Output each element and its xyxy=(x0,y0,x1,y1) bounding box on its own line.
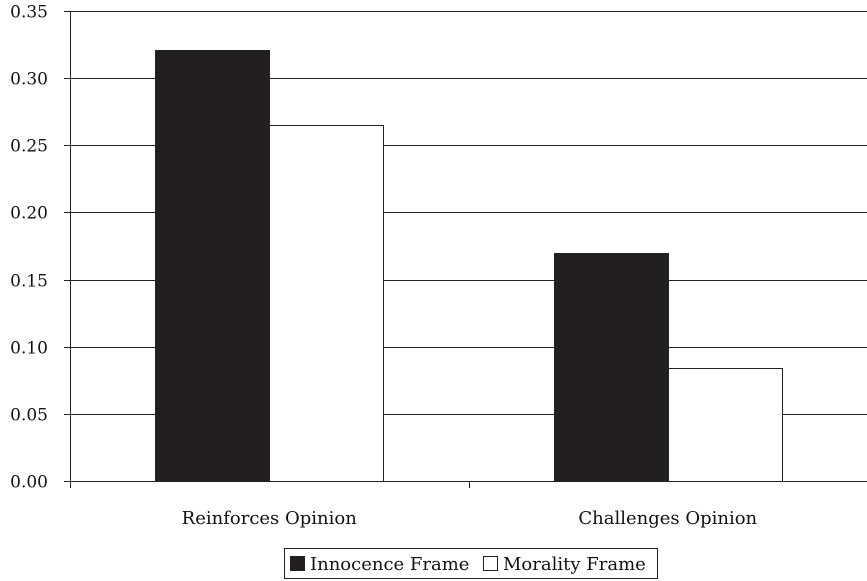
legend-swatch-morality-frame xyxy=(483,556,498,571)
y-tick-label: 0.05 xyxy=(10,406,48,426)
y-tick-label: 0.30 xyxy=(10,70,48,90)
legend-label: Morality Frame xyxy=(503,554,646,575)
x-category-label: Challenges Opinion xyxy=(578,508,757,529)
bars xyxy=(155,50,783,482)
y-tick-labels: 0.00 0.05 0.10 0.15 0.20 0.25 0.30 0.35 xyxy=(10,3,48,493)
y-tick-label: 0.25 xyxy=(10,137,48,157)
y-tick-label: 0.15 xyxy=(10,272,48,292)
bar-innocence-frame-reinforces-opinion xyxy=(155,50,270,482)
axes xyxy=(64,11,867,488)
legend-label: Innocence Frame xyxy=(310,554,469,575)
y-tick-label: 0.00 xyxy=(10,473,48,493)
legend-box xyxy=(284,548,658,579)
bar-innocence-frame-challenges-opinion xyxy=(554,253,669,482)
x-category-label: Reinforces Opinion xyxy=(182,508,358,529)
x-category-labels: Reinforces Opinion Challenges Opinion xyxy=(182,508,758,529)
y-tick-label: 0.20 xyxy=(10,204,48,224)
bar-morality-frame-challenges-opinion xyxy=(668,368,783,482)
y-tick-label: 0.35 xyxy=(10,3,48,23)
y-tick-label: 0.10 xyxy=(10,339,48,359)
legend-swatch-innocence-frame xyxy=(290,556,305,571)
legend: Innocence Frame Morality Frame xyxy=(284,548,658,579)
bar-morality-frame-reinforces-opinion xyxy=(269,125,384,482)
